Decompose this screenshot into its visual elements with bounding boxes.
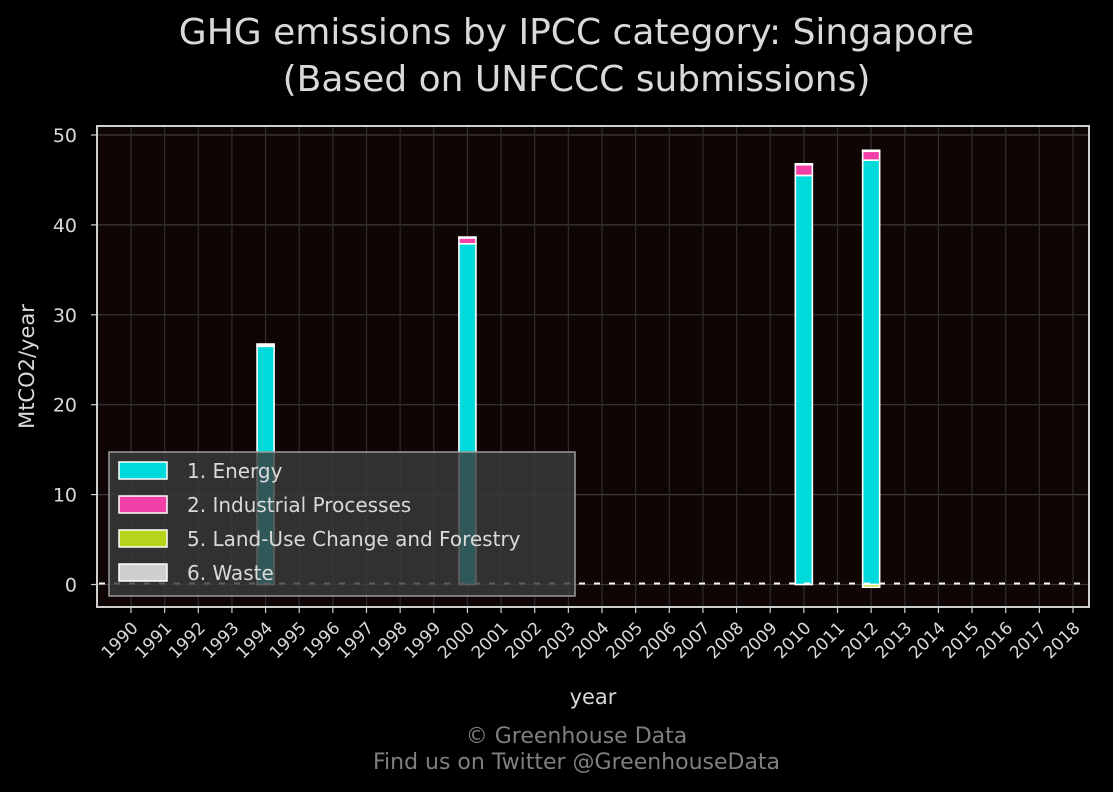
x-tick-label: 1993 (199, 618, 244, 663)
chart-title: GHG emissions by IPCC category: Singapor… (178, 12, 975, 53)
legend-box (108, 451, 576, 597)
plot-frame (96, 125, 1090, 608)
legend-swatch-1 (118, 495, 168, 514)
y-tick-label: 40 (53, 215, 77, 237)
footer-twitter: Find us on Twitter @GreenhouseData (372, 750, 781, 775)
footer-copyright: © Greenhouse Data (465, 724, 688, 749)
x-tick-label: 2017 (1006, 618, 1051, 663)
bar-1994-series-3 (256, 343, 275, 346)
bar-2012-series-3 (861, 149, 881, 153)
plot-area (97, 126, 1089, 607)
y-tick-label: 30 (53, 305, 77, 327)
x-tick-label: 2016 (973, 618, 1018, 663)
x-tick-label: 2000 (434, 618, 479, 663)
legend-label-1: 2. Industrial Processes (187, 493, 411, 517)
bar-1994-series-1 (256, 343, 275, 348)
x-tick-label: 1994 (232, 618, 277, 663)
x-tick-label: 1997 (333, 618, 378, 663)
x-tick-label: 1992 (165, 618, 210, 663)
legend-swatch-2 (118, 529, 168, 548)
x-tick-label: 1991 (131, 618, 176, 663)
x-tick-label: 2007 (670, 618, 715, 663)
legend-label-3: 6. Waste (187, 561, 274, 585)
bar-2000-series-0 (458, 242, 477, 586)
x-tick-label: 2013 (872, 618, 917, 663)
x-axis-label: year (570, 685, 617, 709)
x-tick-label: 2018 (1040, 618, 1085, 663)
x-tick-label: 2014 (905, 618, 950, 663)
x-tick-label: 2004 (569, 618, 614, 663)
bar-2000-series-3 (458, 236, 477, 239)
x-tick-label: 2008 (703, 618, 748, 663)
y-tick-label: 10 (53, 485, 77, 507)
x-tick-label: 1998 (367, 618, 412, 663)
x-tick-label: 2010 (771, 618, 816, 663)
bar-2000-series-1 (458, 236, 477, 245)
bar-2010-series-0 (794, 174, 814, 586)
x-tick-label: 2006 (636, 618, 681, 663)
chart-subtitle: (Based on UNFCCC submissions) (282, 59, 871, 100)
x-tick-label: 1995 (266, 618, 311, 663)
x-tick-label: 1999 (401, 618, 446, 663)
legend-label-0: 1. Energy (187, 459, 283, 483)
x-tick-label: 2002 (502, 618, 547, 663)
bar-2012-series-1 (861, 150, 881, 161)
y-tick-label: 50 (53, 125, 77, 147)
legend-swatch-3 (118, 563, 168, 582)
x-tick-label: 2001 (468, 618, 513, 663)
bar-2010-series-3 (794, 162, 814, 166)
y-tick-label: 20 (53, 395, 77, 417)
bar-2012-series-2 (861, 583, 881, 589)
y-tick-label: 0 (65, 575, 77, 597)
y-axis-label: MtCO2/year (15, 304, 39, 429)
x-tick-label: 1990 (98, 618, 143, 663)
x-tick-label: 2015 (939, 618, 984, 663)
x-tick-label: 2012 (838, 618, 883, 663)
x-tick-label: 1996 (300, 618, 345, 663)
x-tick-label: 2011 (804, 618, 849, 663)
x-tick-label: 2005 (602, 618, 647, 663)
x-tick-label: 2003 (535, 618, 580, 663)
bar-1994-series-0 (256, 345, 275, 586)
x-tick-label: 2009 (737, 618, 782, 663)
legend-label-2: 5. Land-Use Change and Forestry (187, 527, 521, 551)
bar-2012-series-0 (861, 159, 881, 586)
legend-swatch-0 (118, 461, 168, 480)
bar-2010-series-1 (794, 163, 814, 177)
